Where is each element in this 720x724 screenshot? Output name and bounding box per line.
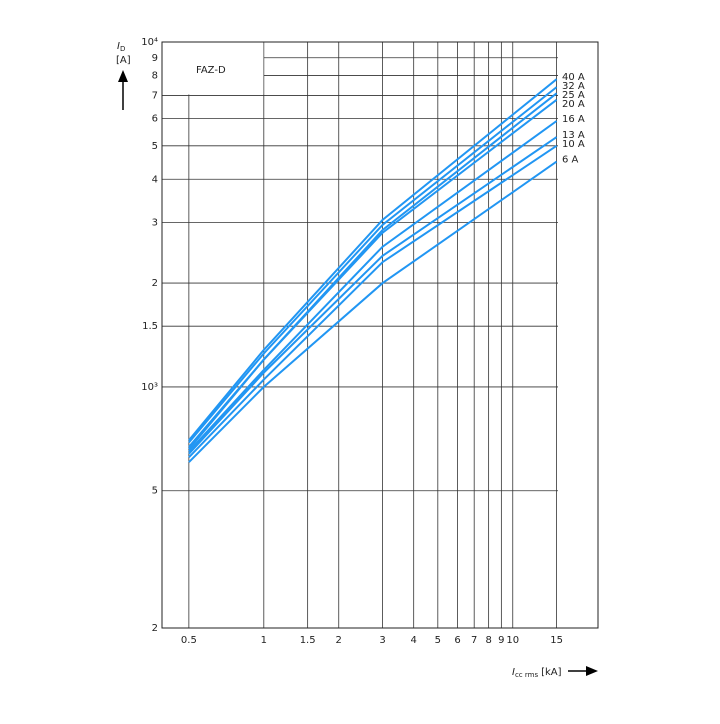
y-tick-label: 9 bbox=[152, 53, 158, 64]
x-tick-label: 5 bbox=[435, 635, 441, 646]
series-line bbox=[188, 78, 558, 441]
label-box bbox=[162, 42, 264, 95]
series-label: 13 A bbox=[562, 130, 585, 141]
y-tick-label: 3 bbox=[152, 217, 158, 228]
series-label: 32 A bbox=[562, 81, 585, 92]
x-axis-label: Icc rms [kA] bbox=[512, 667, 562, 679]
y-arrow-head bbox=[118, 70, 128, 82]
x-tick-label: 9 bbox=[498, 635, 504, 646]
x-tick-label: 0.5 bbox=[181, 635, 197, 646]
series-line bbox=[188, 99, 558, 450]
series-label: 16 A bbox=[562, 114, 585, 125]
x-tick-label: 15 bbox=[550, 635, 563, 646]
x-arrow-head bbox=[586, 666, 598, 676]
y-tick-label: 6 bbox=[152, 114, 158, 125]
x-label-sub: cc rms bbox=[515, 671, 538, 679]
x-tick-label: 4 bbox=[410, 635, 416, 646]
y-label-main: I bbox=[117, 41, 120, 52]
x-tick-label: 7 bbox=[471, 635, 477, 646]
series-label: 40 A bbox=[562, 72, 585, 83]
x-tick-label: 2 bbox=[336, 635, 342, 646]
series-line bbox=[188, 86, 558, 444]
series-line bbox=[188, 144, 558, 458]
series-line bbox=[188, 136, 558, 455]
x-tick-label: 3 bbox=[379, 635, 385, 646]
y-tick-label: 8 bbox=[152, 70, 158, 81]
y-tick-label: 10⁴ bbox=[141, 37, 158, 48]
x-tick-label: 10 bbox=[506, 635, 519, 646]
y-tick-label: 2 bbox=[152, 278, 158, 289]
series-label: 10 A bbox=[562, 139, 585, 150]
y-axis-unit: [A] bbox=[116, 55, 131, 66]
x-tick-label: 1 bbox=[261, 635, 267, 646]
series-line bbox=[188, 160, 558, 463]
y-tick-label: 5 bbox=[152, 486, 158, 497]
x-tick-label: 8 bbox=[485, 635, 491, 646]
plot-frame bbox=[161, 41, 599, 629]
y-axis-label: ID bbox=[117, 41, 125, 53]
series-label: 6 A bbox=[562, 155, 579, 166]
y-label-sub: D bbox=[120, 45, 125, 53]
x-label-unit: [kA] bbox=[541, 667, 562, 678]
y-tick-label: 10³ bbox=[141, 382, 158, 393]
x-label-main: I bbox=[512, 667, 515, 678]
x-tick-label: 1.5 bbox=[300, 635, 316, 646]
series-line bbox=[188, 120, 558, 453]
x-tick-label: 6 bbox=[454, 635, 460, 646]
y-tick-label: 7 bbox=[152, 90, 158, 101]
annotation: FAZ-D bbox=[196, 65, 226, 76]
y-tick-label: 1.5 bbox=[142, 321, 158, 332]
series-label: 25 A bbox=[562, 90, 585, 101]
y-tick-label: 5 bbox=[152, 141, 158, 152]
y-tick-label: 4 bbox=[152, 174, 158, 185]
series-label: 20 A bbox=[562, 99, 585, 110]
y-tick-label: 2 bbox=[152, 623, 158, 634]
